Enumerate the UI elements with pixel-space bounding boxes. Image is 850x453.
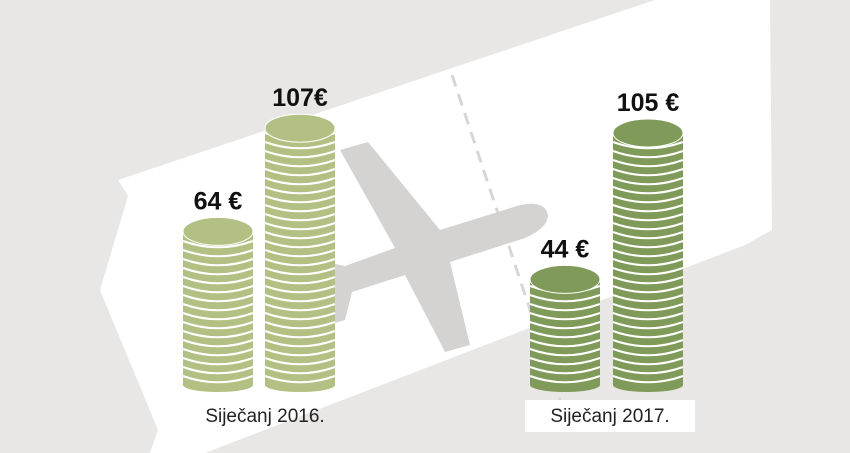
coin-edge: [264, 222, 336, 231]
coin-edge: [264, 177, 336, 186]
coin-body: [530, 279, 600, 385]
coin-edge: [612, 312, 684, 321]
coin-edge: [612, 339, 684, 348]
coin-edge: [612, 204, 684, 213]
coin-edge: [612, 168, 684, 177]
coin-edge: [264, 267, 336, 276]
coin-edge: [264, 312, 336, 321]
coin-edge: [612, 231, 684, 240]
coin-edge: [264, 357, 336, 366]
coin-edge: [264, 195, 336, 204]
coin-edge: [264, 141, 336, 150]
coin-edge: [264, 240, 336, 249]
value-label: 105 €: [617, 89, 680, 117]
coin-edge: [612, 303, 684, 312]
value-label: 64 €: [194, 187, 243, 215]
coin-edge: [182, 294, 254, 303]
coin-top: [264, 113, 336, 143]
coin-edge: [264, 159, 336, 168]
coin-edge: [612, 285, 684, 294]
coin-edge: [264, 150, 336, 159]
coin-edge: [612, 186, 684, 195]
coin-edge: [612, 357, 684, 366]
coin-edge: [612, 348, 684, 357]
coin-edge: [264, 276, 336, 285]
coin-top: [529, 264, 601, 294]
coin-edge: [182, 312, 254, 321]
coin-edge: [612, 375, 684, 384]
coin-edge: [182, 303, 254, 312]
coin-stack: [264, 113, 336, 392]
coin-edge: [182, 357, 254, 366]
coin-edge: [264, 168, 336, 177]
coin-edge: [612, 150, 684, 159]
coin-edge: [182, 375, 254, 384]
coin-stack: [529, 264, 601, 392]
coin-stack: [612, 118, 684, 392]
coin-edge: [264, 249, 336, 258]
coin-top: [612, 118, 684, 148]
coin-edge: [264, 285, 336, 294]
coin-edge: [182, 285, 254, 294]
coin-edge: [612, 222, 684, 231]
coin-edge: [182, 267, 254, 276]
coin-edge: [529, 348, 601, 357]
coin-stack: [182, 216, 254, 392]
coin-edge: [264, 375, 336, 384]
value-label: 107€: [272, 84, 328, 112]
coin-edge: [264, 258, 336, 267]
coin-edge: [612, 141, 684, 150]
coin-edge: [612, 249, 684, 258]
coin-edge: [182, 339, 254, 348]
coin-edge: [264, 213, 336, 222]
coin-edge: [264, 321, 336, 330]
category-label: Siječanj 2017.: [550, 406, 669, 427]
coin-edge: [612, 240, 684, 249]
coin-edge: [612, 258, 684, 267]
category-label: Siječanj 2016.: [205, 406, 324, 427]
coin-edge: [612, 159, 684, 168]
coin-edge: [264, 294, 336, 303]
coin-edge: [182, 330, 254, 339]
coin-edge: [612, 366, 684, 375]
value-label: 44 €: [541, 235, 590, 263]
coin-edge: [612, 213, 684, 222]
coin-edge: [612, 195, 684, 204]
coin-edge: [264, 231, 336, 240]
coin-edge: [612, 294, 684, 303]
coin-edge: [264, 330, 336, 339]
coin-edge: [182, 348, 254, 357]
coin-edge: [182, 276, 254, 285]
coin-edge: [264, 303, 336, 312]
coin-edge: [529, 357, 601, 366]
coin-edge: [529, 375, 601, 384]
coin-edge: [182, 321, 254, 330]
coin-edge: [264, 186, 336, 195]
coin-edge: [529, 330, 601, 339]
coin-edge: [612, 267, 684, 276]
coin-edge: [182, 366, 254, 375]
coin-edge: [529, 312, 601, 321]
coin-edge: [529, 321, 601, 330]
coin-edge: [264, 348, 336, 357]
coin-edge: [264, 366, 336, 375]
coin-edge: [529, 339, 601, 348]
coin-edge: [612, 177, 684, 186]
coin-edge: [182, 240, 254, 249]
coin-edge: [612, 330, 684, 339]
label-background: [525, 400, 695, 432]
coin-edge: [182, 249, 254, 258]
coin-edge: [264, 339, 336, 348]
coin-edge: [264, 204, 336, 213]
coin-top: [182, 216, 254, 246]
coin-edge: [182, 258, 254, 267]
coin-edge: [612, 321, 684, 330]
airplane-icon: [300, 142, 548, 352]
coin-edge: [529, 303, 601, 312]
coin-edge: [529, 366, 601, 375]
coin-edge: [529, 294, 601, 303]
coin-edge: [612, 276, 684, 285]
